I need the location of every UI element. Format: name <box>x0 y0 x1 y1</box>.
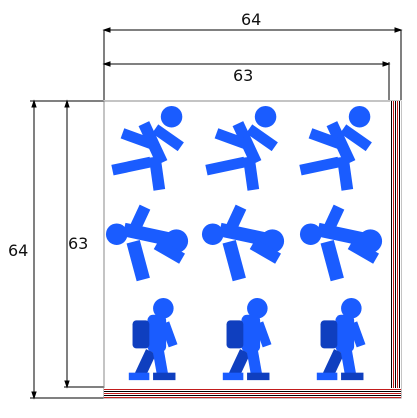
inner-height-label: 63 <box>68 234 89 253</box>
stripe-line <box>395 101 396 398</box>
stripe-line <box>104 393 401 394</box>
inner-width-label: 63 <box>233 66 254 85</box>
outer-height-label: 64 <box>8 241 29 260</box>
padding-stripes-bottom <box>104 388 401 398</box>
stripe-line <box>104 397 401 398</box>
stripe-line <box>104 391 401 392</box>
stripe-line <box>104 395 401 396</box>
outer-width-label: 64 <box>241 10 262 29</box>
padding-stripes-right <box>390 101 401 398</box>
outer-width-dimension <box>102 27 403 100</box>
inner-height-dimension <box>64 99 104 389</box>
stripe-line <box>391 101 392 398</box>
stripe-line <box>393 101 394 398</box>
inner-width-dimension <box>102 61 391 100</box>
stripe-line <box>397 101 398 398</box>
stripe-line <box>399 101 400 398</box>
stripe-line <box>104 389 401 390</box>
